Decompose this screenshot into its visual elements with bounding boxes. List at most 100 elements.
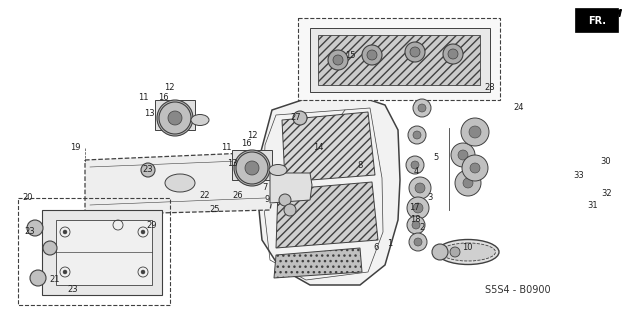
Polygon shape [274, 248, 362, 278]
Ellipse shape [437, 240, 499, 264]
Text: 16: 16 [241, 138, 252, 147]
Circle shape [413, 203, 423, 213]
Circle shape [455, 170, 481, 196]
Text: 22: 22 [200, 190, 211, 199]
Circle shape [167, 110, 183, 126]
Circle shape [279, 194, 291, 206]
Text: 29: 29 [147, 220, 157, 229]
Text: 27: 27 [291, 114, 301, 122]
Text: 18: 18 [410, 216, 420, 225]
Circle shape [405, 42, 425, 62]
Text: 23: 23 [25, 227, 35, 236]
Text: 8: 8 [357, 160, 363, 169]
Text: 28: 28 [484, 84, 495, 93]
Text: FR.: FR. [588, 16, 606, 26]
Circle shape [63, 230, 67, 234]
Text: 26: 26 [233, 190, 243, 199]
Text: 12: 12 [164, 84, 174, 93]
Circle shape [450, 247, 460, 257]
Text: 23: 23 [143, 166, 154, 174]
Text: 33: 33 [573, 170, 584, 180]
Circle shape [244, 160, 260, 176]
Circle shape [284, 204, 296, 216]
Text: 2: 2 [419, 224, 424, 233]
Polygon shape [85, 152, 310, 215]
Ellipse shape [269, 165, 287, 175]
Circle shape [367, 50, 377, 60]
Circle shape [406, 156, 424, 174]
Text: 11: 11 [221, 144, 231, 152]
Circle shape [461, 118, 489, 146]
Circle shape [63, 270, 67, 274]
Circle shape [141, 270, 145, 274]
Text: 21: 21 [50, 276, 60, 285]
Ellipse shape [191, 115, 209, 125]
Text: 12: 12 [247, 130, 257, 139]
Text: 14: 14 [313, 144, 323, 152]
Text: 4: 4 [413, 167, 419, 176]
Text: 11: 11 [138, 93, 148, 102]
Text: S5S4 - B0900: S5S4 - B0900 [485, 285, 551, 295]
Polygon shape [42, 210, 162, 295]
Text: 30: 30 [601, 158, 611, 167]
Text: 1: 1 [387, 239, 392, 248]
Circle shape [432, 244, 448, 260]
Circle shape [469, 126, 481, 138]
Circle shape [408, 126, 426, 144]
Text: 20: 20 [23, 194, 33, 203]
Text: 17: 17 [409, 204, 419, 212]
Circle shape [413, 131, 421, 139]
Text: 16: 16 [157, 93, 168, 102]
Text: 19: 19 [70, 144, 80, 152]
Text: 10: 10 [461, 243, 472, 253]
Circle shape [443, 44, 463, 64]
Text: 7: 7 [262, 183, 268, 192]
FancyBboxPatch shape [155, 100, 195, 130]
Polygon shape [298, 18, 500, 100]
Circle shape [409, 233, 427, 251]
Ellipse shape [165, 174, 195, 192]
Circle shape [458, 150, 468, 160]
Polygon shape [270, 173, 312, 203]
Text: 15: 15 [345, 50, 355, 60]
Text: 24: 24 [514, 103, 524, 113]
Circle shape [451, 143, 475, 167]
Polygon shape [575, 8, 618, 32]
Circle shape [407, 197, 429, 219]
FancyBboxPatch shape [232, 150, 272, 180]
Text: 13: 13 [144, 108, 154, 117]
Circle shape [412, 221, 420, 229]
Circle shape [448, 49, 458, 59]
Polygon shape [276, 182, 378, 248]
Polygon shape [56, 220, 152, 285]
Text: 23: 23 [68, 286, 78, 294]
Ellipse shape [440, 243, 495, 261]
Circle shape [407, 216, 425, 234]
Circle shape [159, 102, 191, 134]
Circle shape [328, 50, 348, 70]
Circle shape [293, 111, 307, 125]
Circle shape [333, 55, 343, 65]
Circle shape [157, 100, 193, 136]
Circle shape [245, 161, 259, 175]
Circle shape [27, 220, 43, 236]
Circle shape [141, 163, 155, 177]
Text: 13: 13 [227, 159, 237, 167]
Text: 25: 25 [210, 205, 220, 214]
Circle shape [470, 163, 480, 173]
Circle shape [43, 241, 57, 255]
Circle shape [418, 104, 426, 112]
Circle shape [30, 270, 46, 286]
Polygon shape [282, 112, 375, 182]
Text: 31: 31 [588, 201, 598, 210]
Text: 5: 5 [433, 153, 438, 162]
Circle shape [463, 178, 473, 188]
Text: 3: 3 [428, 194, 433, 203]
Circle shape [413, 99, 431, 117]
Circle shape [411, 161, 419, 169]
Circle shape [462, 155, 488, 181]
Circle shape [168, 111, 182, 125]
Polygon shape [310, 28, 490, 92]
Polygon shape [318, 35, 480, 85]
Circle shape [414, 238, 422, 246]
